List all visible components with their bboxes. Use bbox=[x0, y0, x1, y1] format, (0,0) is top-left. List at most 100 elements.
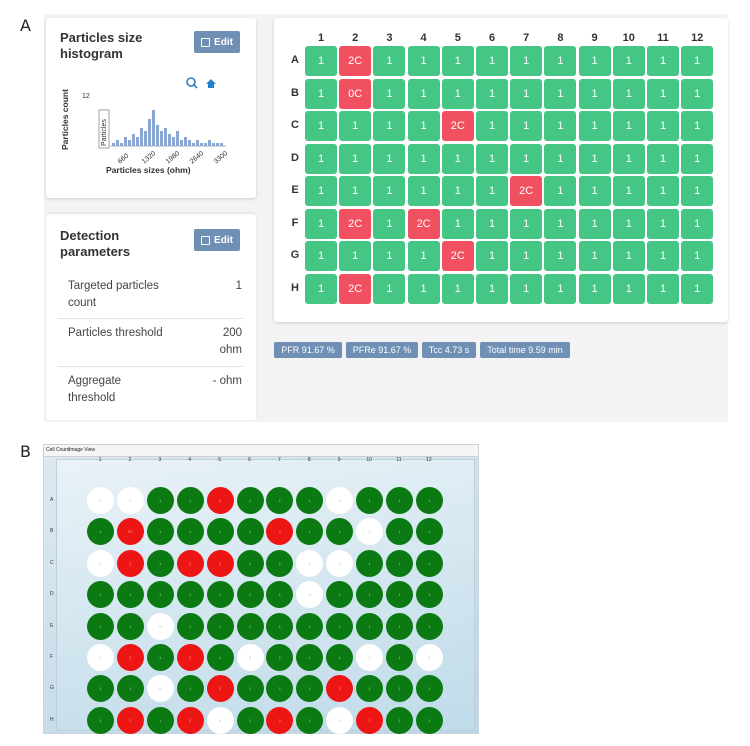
plate-b-well-F3[interactable]: 1 bbox=[146, 644, 174, 671]
plate-b-well-A6[interactable]: 1 bbox=[236, 487, 264, 514]
plate-b-well-C4[interactable]: 2 bbox=[176, 549, 204, 577]
plate-b-well-G12[interactable]: 1 bbox=[415, 675, 443, 703]
plate-well-A1[interactable]: 1 bbox=[305, 46, 337, 76]
plate-well-E9[interactable]: 1 bbox=[578, 176, 611, 206]
plate-b-well-H3[interactable]: 1 bbox=[146, 706, 174, 734]
plate-well-H10[interactable]: 1 bbox=[612, 273, 645, 304]
plate-b-well-E4[interactable]: 1 bbox=[176, 612, 204, 640]
plate-b-well-G5[interactable]: 2 bbox=[206, 675, 234, 703]
plate-well-E2[interactable]: 1 bbox=[339, 176, 372, 206]
histogram-edit-button[interactable]: Edit bbox=[194, 31, 240, 53]
plate-b-well-F2[interactable]: 2 bbox=[116, 644, 144, 671]
plate-b-well-F5[interactable]: 1 bbox=[206, 644, 234, 671]
plate-well-H5[interactable]: 1 bbox=[441, 273, 474, 304]
plate-well-H7[interactable]: 1 bbox=[510, 273, 543, 304]
plate-well-G2[interactable]: 1 bbox=[339, 241, 372, 271]
plate-b-well-F4[interactable]: 2 bbox=[176, 644, 204, 671]
plate-b-well-D10[interactable]: 1 bbox=[356, 581, 384, 609]
plate-b-well-G3[interactable]: 0 bbox=[146, 675, 174, 703]
plate-b-well-C2[interactable]: 2 bbox=[116, 549, 144, 577]
plate-well-H11[interactable]: 1 bbox=[647, 273, 679, 304]
plate-well-E11[interactable]: 1 bbox=[647, 176, 679, 206]
plate-b-well-C5[interactable]: 2 bbox=[206, 549, 234, 577]
plate-well-A11[interactable]: 1 bbox=[647, 46, 679, 76]
plate-b-well-B12[interactable]: 1 bbox=[415, 518, 443, 546]
plate-b-well-E10[interactable]: 1 bbox=[356, 612, 384, 640]
plate-well-C9[interactable]: 1 bbox=[578, 111, 611, 141]
plate-well-C7[interactable]: 1 bbox=[510, 111, 543, 141]
plate-well-G5[interactable]: 2C bbox=[441, 241, 474, 271]
plate-well-G4[interactable]: 1 bbox=[407, 241, 440, 271]
plate-well-C4[interactable]: 1 bbox=[407, 111, 440, 141]
plate-well-A12[interactable]: 1 bbox=[681, 46, 714, 76]
plate-well-C8[interactable]: 1 bbox=[544, 111, 577, 141]
plate-b-well-D4[interactable]: 1 bbox=[176, 581, 204, 609]
plate-b-well-A9[interactable]: 0 bbox=[326, 487, 354, 514]
plate-well-C3[interactable]: 1 bbox=[373, 111, 406, 141]
plate-well-D1[interactable]: 1 bbox=[305, 143, 337, 174]
plate-well-B11[interactable]: 1 bbox=[647, 78, 679, 109]
plate-well-H4[interactable]: 1 bbox=[407, 273, 440, 304]
plate-well-D6[interactable]: 1 bbox=[476, 143, 508, 174]
tab-cell-count[interactable]: Cell Count bbox=[46, 447, 70, 453]
plate-well-E5[interactable]: 1 bbox=[441, 176, 474, 206]
plate-b-well-F12[interactable]: 0 bbox=[415, 644, 443, 671]
plate-well-B6[interactable]: 1 bbox=[476, 78, 508, 109]
plate-well-B9[interactable]: 1 bbox=[578, 78, 611, 109]
plate-well-C10[interactable]: 1 bbox=[612, 111, 645, 141]
plate-b-well-C3[interactable]: 1 bbox=[146, 549, 174, 577]
plate-well-E7[interactable]: 2C bbox=[510, 176, 543, 206]
plate-well-G7[interactable]: 1 bbox=[510, 241, 543, 271]
plate-b-well-F6[interactable]: 0 bbox=[236, 644, 264, 671]
plate-well-H9[interactable]: 1 bbox=[578, 273, 611, 304]
plate-b-well-G1[interactable]: 1 bbox=[87, 675, 114, 703]
plate-b-well-E8[interactable]: 1 bbox=[296, 612, 324, 640]
plate-b-well-H2[interactable]: 2 bbox=[116, 706, 144, 734]
plate-well-G11[interactable]: 1 bbox=[647, 241, 679, 271]
plate-b-well-G7[interactable]: 1 bbox=[266, 675, 294, 703]
plate-well-B12[interactable]: 1 bbox=[681, 78, 714, 109]
plate-well-H2[interactable]: 2C bbox=[339, 273, 372, 304]
plate-b-well-G11[interactable]: 1 bbox=[386, 675, 413, 703]
plate-b-well-B9[interactable]: 1 bbox=[326, 518, 354, 546]
plate-well-A9[interactable]: 1 bbox=[578, 46, 611, 76]
plate-b-well-D6[interactable]: 1 bbox=[236, 581, 264, 609]
plate-b-well-D8[interactable]: 0 bbox=[296, 581, 324, 609]
plate-well-A4[interactable]: 1 bbox=[407, 46, 440, 76]
plate-b-well-D7[interactable]: 1 bbox=[266, 581, 294, 609]
plate-well-H1[interactable]: 1 bbox=[305, 273, 337, 304]
plate-b-well-E5[interactable]: 1 bbox=[206, 612, 234, 640]
plate-b-well-G10[interactable]: 1 bbox=[356, 675, 384, 703]
plate-well-B7[interactable]: 1 bbox=[510, 78, 543, 109]
plate-well-G8[interactable]: 1 bbox=[544, 241, 577, 271]
plate-b-well-A2[interactable]: 0 bbox=[116, 487, 144, 514]
plate-well-F1[interactable]: 1 bbox=[305, 208, 337, 239]
plate-b-well-G2[interactable]: 1 bbox=[116, 675, 144, 703]
detection-edit-button[interactable]: Edit bbox=[194, 229, 240, 251]
plate-b-well-B11[interactable]: 1 bbox=[386, 518, 413, 546]
plate-b-well-B5[interactable]: 1 bbox=[206, 518, 234, 546]
plate-well-C1[interactable]: 1 bbox=[305, 111, 337, 141]
plate-well-E8[interactable]: 1 bbox=[544, 176, 577, 206]
plate-well-D11[interactable]: 1 bbox=[647, 143, 679, 174]
plate-b-well-A8[interactable]: 1 bbox=[296, 487, 324, 514]
plate-b-well-G9[interactable]: 2 bbox=[326, 675, 354, 703]
plate-b-well-A5[interactable]: 2 bbox=[206, 487, 234, 514]
plate-b-well-B1[interactable]: 1 bbox=[87, 518, 114, 546]
plate-b-well-C10[interactable]: 1 bbox=[356, 549, 384, 577]
plate-well-E4[interactable]: 1 bbox=[407, 176, 440, 206]
plate-b-well-H8[interactable]: 1 bbox=[296, 706, 324, 734]
plate-well-F2[interactable]: 2C bbox=[339, 208, 372, 239]
plate-b-well-A11[interactable]: 1 bbox=[386, 487, 413, 514]
plate-well-B1[interactable]: 1 bbox=[305, 78, 337, 109]
plate-b-well-F1[interactable]: 0 bbox=[87, 644, 114, 671]
plate-b-well-C12[interactable]: 1 bbox=[415, 549, 443, 577]
plate-well-A6[interactable]: 1 bbox=[476, 46, 508, 76]
plate-b-well-H9[interactable]: 0 bbox=[326, 706, 354, 734]
plate-b-well-B7[interactable]: 2 bbox=[266, 518, 294, 546]
plate-b-well-B3[interactable]: 1 bbox=[146, 518, 174, 546]
plate-well-H6[interactable]: 1 bbox=[476, 273, 508, 304]
plate-b-well-C11[interactable]: 1 bbox=[386, 549, 413, 577]
plate-b-well-A10[interactable]: 1 bbox=[356, 487, 384, 514]
plate-well-D10[interactable]: 1 bbox=[612, 143, 645, 174]
